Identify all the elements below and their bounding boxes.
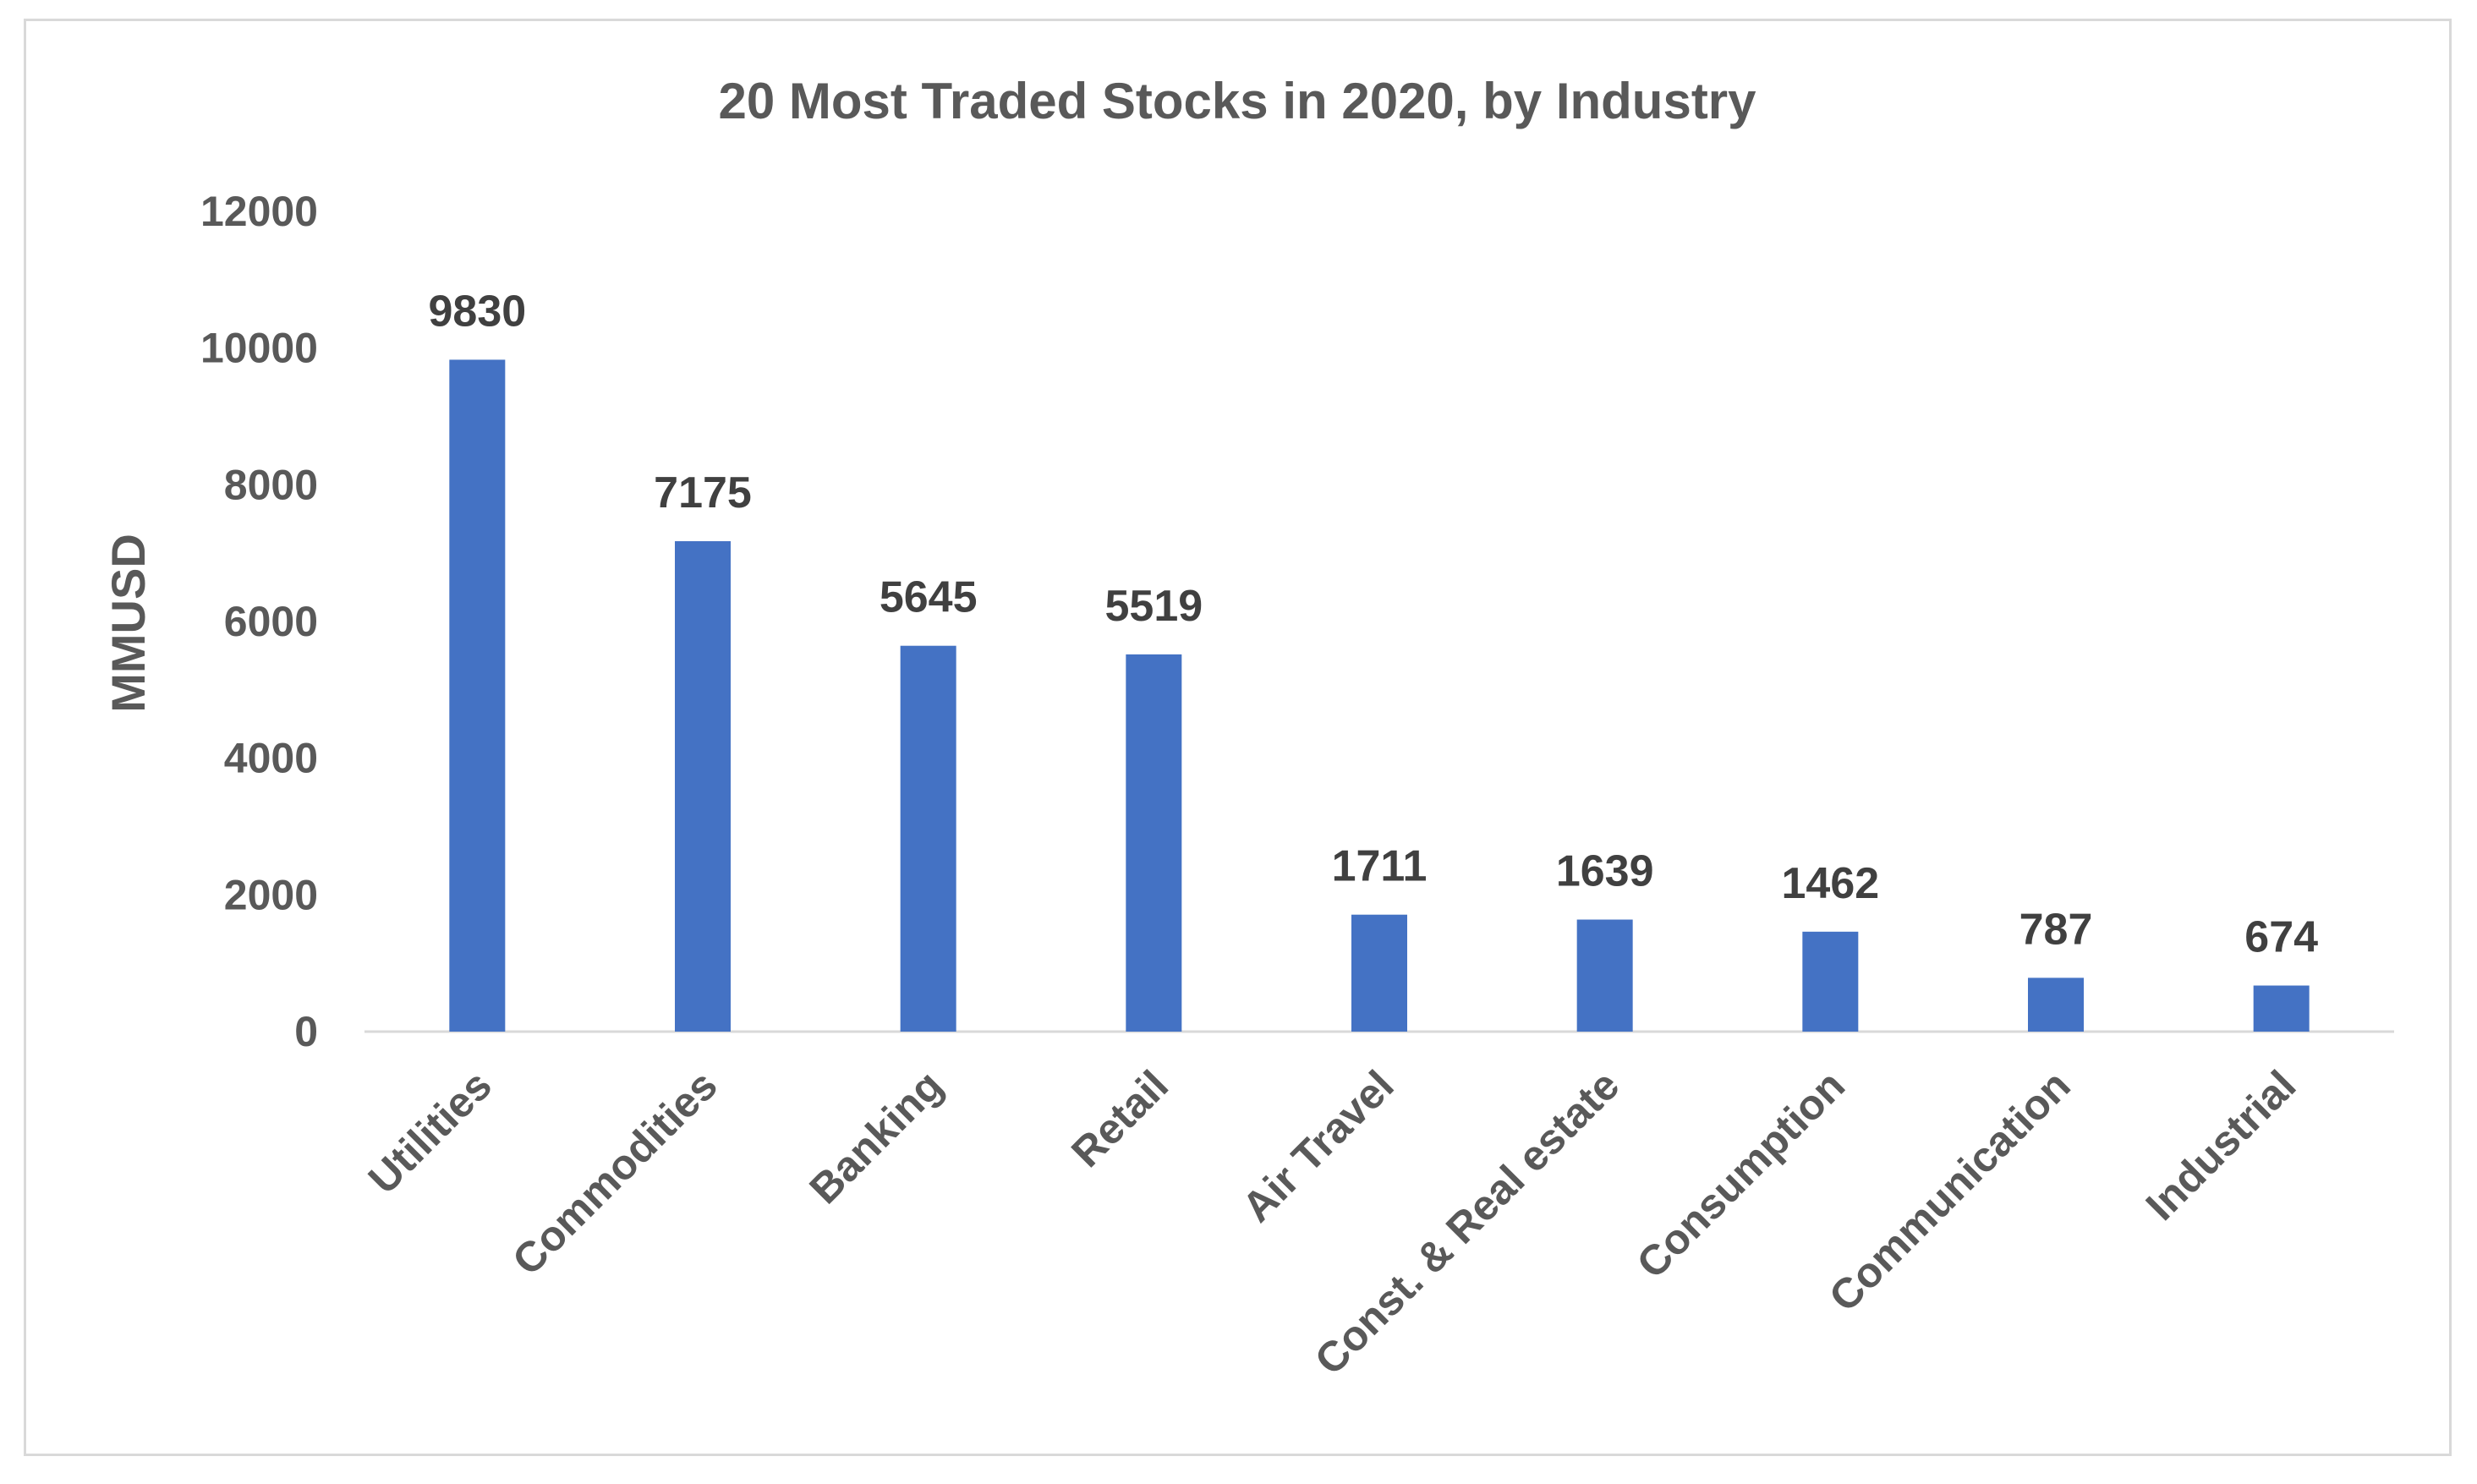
bar — [1576, 919, 1633, 1032]
chart-frame: 20 Most Traded Stocks in 2020, by Indust… — [24, 19, 2452, 1456]
x-tick-label: Commodities — [503, 1061, 726, 1284]
bar — [2253, 985, 2310, 1032]
y-tick-label: 4000 — [224, 735, 318, 782]
y-tick-label: 12000 — [200, 188, 318, 235]
y-tick-label: 6000 — [224, 598, 318, 645]
y-tick-label: 2000 — [224, 871, 318, 918]
x-tick-label: Air Travel — [1233, 1061, 1403, 1231]
y-tick-label: 10000 — [200, 325, 318, 372]
bar-data-label: 1711 — [1332, 842, 1428, 891]
x-tick-label: Industrial — [2137, 1061, 2305, 1229]
data-labels-group: 9830 7175 5645 5519 1711 1639 1462 787 674 — [428, 287, 2318, 961]
bar-chart: 20 Most Traded Stocks in 2020, by Indust… — [101, 73, 2394, 1384]
y-axis-label: MMUSD — [101, 534, 155, 713]
y-axis-ticks: 0 2000 4000 6000 8000 10000 12000 — [200, 188, 318, 1055]
bar-data-label: 787 — [2019, 905, 2093, 954]
y-tick-label: 8000 — [224, 461, 318, 508]
bar — [675, 541, 731, 1032]
bar-data-label: 9830 — [428, 287, 526, 336]
x-axis-ticks: Utilities Commodities Banking Retail Air Tra… — [359, 1061, 2305, 1383]
x-tick-label: Communication — [1820, 1061, 2080, 1321]
bar — [1802, 931, 1859, 1032]
bars-group — [449, 359, 2310, 1032]
x-tick-label: Consumption — [1628, 1061, 1854, 1287]
bar-data-label: 1462 — [1781, 859, 1879, 908]
x-tick-label: Utilities — [359, 1061, 501, 1202]
bar — [449, 359, 506, 1032]
bar — [2028, 977, 2084, 1032]
bar-data-label: 1639 — [1556, 847, 1654, 896]
bar-data-label: 5519 — [1104, 582, 1203, 631]
chart-title: 20 Most Traded Stocks in 2020, by Indust… — [718, 73, 1756, 129]
bar-data-label: 674 — [2244, 913, 2318, 962]
x-tick-label: Banking — [800, 1061, 951, 1213]
bar-data-label: 7175 — [654, 468, 752, 517]
y-tick-label: 0 — [294, 1008, 318, 1055]
x-tick-label: Retail — [1062, 1061, 1177, 1176]
bar — [900, 645, 956, 1032]
bar — [1126, 654, 1182, 1032]
bar — [1351, 914, 1407, 1032]
bar-data-label: 5645 — [880, 573, 978, 622]
